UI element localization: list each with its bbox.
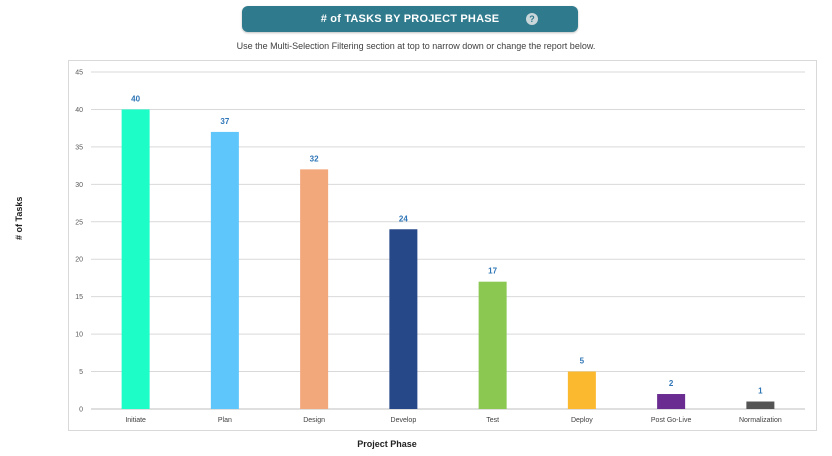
bar	[389, 229, 418, 409]
bar	[567, 371, 596, 409]
data-label: 2	[669, 379, 674, 388]
x-tick-label: Design	[303, 417, 325, 424]
data-label: 32	[310, 154, 319, 163]
y-tick-label: 35	[75, 144, 83, 151]
bar	[121, 109, 150, 409]
y-tick-label: 25	[75, 219, 83, 226]
y-tick-label: 10	[75, 332, 83, 339]
x-tick-label: Develop	[391, 417, 417, 424]
chart-title-banner: # of TASKS BY PROJECT PHASE ?	[242, 6, 578, 32]
x-tick-label: Normalization	[739, 417, 782, 424]
filter-instructions: Use the Multi-Selection Filtering sectio…	[236, 41, 596, 51]
data-label: 17	[488, 267, 497, 276]
data-label: 37	[220, 117, 229, 126]
bar	[657, 394, 686, 409]
data-label: 1	[758, 387, 763, 396]
bar	[300, 169, 329, 409]
data-label: 5	[580, 357, 585, 366]
x-tick-label: Test	[486, 417, 499, 424]
y-tick-label: 45	[75, 70, 83, 77]
bar	[746, 401, 775, 409]
x-tick-label: Post Go-Live	[651, 417, 692, 424]
y-tick-label: 30	[75, 182, 83, 189]
y-tick-label: 5	[79, 369, 83, 376]
data-label: 24	[399, 214, 408, 223]
x-axis-title: Project Phase	[357, 439, 417, 449]
y-tick-label: 20	[75, 257, 83, 264]
chart-title: # of TASKS BY PROJECT PHASE	[320, 13, 500, 25]
y-tick-label: 15	[75, 294, 83, 301]
x-tick-label: Initiate	[125, 417, 146, 424]
question-circle-icon[interactable]: ?	[526, 13, 538, 25]
x-tick-label: Deploy	[571, 417, 593, 424]
y-tick-label: 40	[75, 107, 83, 114]
x-tick-label: Plan	[218, 417, 232, 424]
bar	[478, 281, 507, 409]
y-tick-label: 0	[79, 407, 83, 414]
bar	[210, 131, 239, 409]
data-label: 40	[131, 94, 140, 103]
chart-area	[68, 60, 817, 431]
